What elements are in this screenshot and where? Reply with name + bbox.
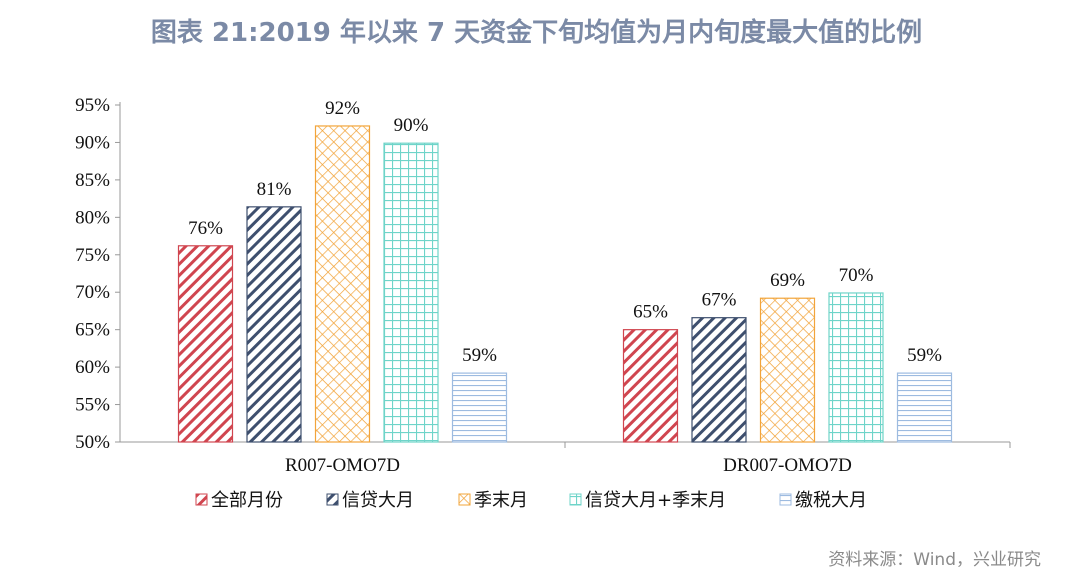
- data-label: 67%: [702, 290, 737, 311]
- x-category-label: DR007-OMO7D: [723, 455, 852, 476]
- legend-item: 信贷大月: [326, 490, 414, 511]
- legend-item: 缴税大月: [779, 490, 867, 511]
- data-label: 81%: [257, 179, 292, 200]
- data-label: 70%: [839, 265, 874, 286]
- y-tick-label: 70%: [75, 282, 110, 303]
- y-tick-label: 50%: [75, 432, 110, 453]
- legend-label: 季末月: [474, 490, 528, 511]
- y-tick-label: 85%: [75, 170, 110, 191]
- legend-item: 信贷大月+季末月: [569, 490, 726, 511]
- legend-swatch: [569, 493, 582, 506]
- data-label: 76%: [188, 218, 223, 239]
- legend-swatch: [326, 493, 339, 506]
- data-label: 90%: [394, 115, 429, 136]
- chart-title: 图表 21:2019 年以来 7 天资金下旬均值为月内旬度最大值的比例: [150, 18, 923, 48]
- bar-1-1: [691, 317, 747, 443]
- legend-swatch: [779, 493, 792, 506]
- bar-1-3: [828, 292, 884, 443]
- legend-label: 信贷大月: [342, 490, 414, 511]
- bar-0-2: [314, 125, 371, 443]
- data-label: 59%: [907, 345, 942, 366]
- y-tick-label: 75%: [75, 245, 110, 266]
- bar-0-4: [451, 372, 508, 443]
- data-label: 92%: [325, 98, 360, 119]
- bar-1-4: [896, 372, 953, 443]
- x-category-label: R007-OMO7D: [285, 455, 400, 476]
- legend-label: 全部月份: [211, 490, 283, 511]
- legend-swatch: [195, 493, 208, 506]
- y-tick-label: 60%: [75, 357, 110, 378]
- y-tick-label: 90%: [75, 132, 110, 153]
- y-tick-label: 95%: [75, 95, 110, 116]
- bar-1-0: [622, 329, 679, 443]
- bar-1-2: [759, 297, 816, 443]
- bar-0-3: [383, 142, 439, 443]
- data-label: 65%: [633, 302, 668, 323]
- legend-item: 季末月: [458, 490, 528, 511]
- data-label: 59%: [462, 345, 497, 366]
- source-note: 资料来源：Wind，兴业研究: [828, 550, 1041, 570]
- y-tick-label: 80%: [75, 207, 110, 228]
- bar-0-0: [177, 245, 234, 443]
- bar-0-1: [246, 206, 302, 443]
- y-tick-label: 55%: [75, 395, 110, 416]
- legend-label: 信贷大月+季末月: [585, 490, 726, 511]
- data-label: 69%: [770, 270, 805, 291]
- legend-item: 全部月份: [195, 490, 283, 511]
- y-tick-label: 65%: [75, 320, 110, 341]
- legend-swatch: [458, 493, 471, 506]
- legend-label: 缴税大月: [795, 490, 867, 511]
